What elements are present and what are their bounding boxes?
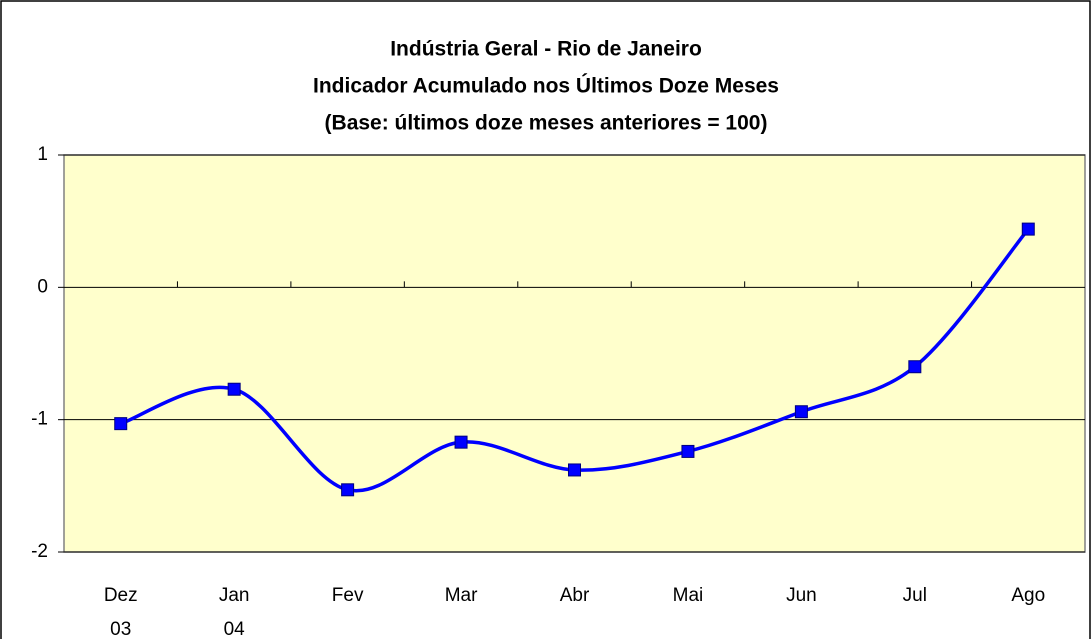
x-tick-label: Ago [1011,585,1045,606]
y-tick-label: -2 [31,541,48,562]
x-tick-label: Abr [560,585,590,606]
chart-title: Indústria Geral - Rio de Janeiro [390,38,702,61]
y-tick-label: 0 [37,276,48,297]
x-tick-label: Jan 04 [219,585,250,639]
y-tick-label: -1 [31,409,48,430]
chart-title: Indicador Acumulado nos Últimos Doze Mes… [313,74,779,98]
x-tick-label: Jun [786,585,817,606]
marker [568,463,581,477]
marker [681,444,695,458]
marker [114,417,128,431]
x-tick-label: Dez 03 [104,585,138,639]
x-tick-label: Fev [332,585,364,606]
x-tick-label: Jul [903,585,927,606]
marker [908,360,922,374]
plot-area [63,154,1086,553]
x-tick-label: Mar [445,585,478,606]
marker [227,382,241,396]
x-tick-label: Mai [673,585,704,606]
marker [341,483,355,497]
chart-title: (Base: últimos doze meses anteriores = 1… [325,112,768,135]
marker [454,435,468,449]
y-tick-label: 1 [37,144,48,165]
marker [1021,222,1035,236]
marker [794,405,808,419]
